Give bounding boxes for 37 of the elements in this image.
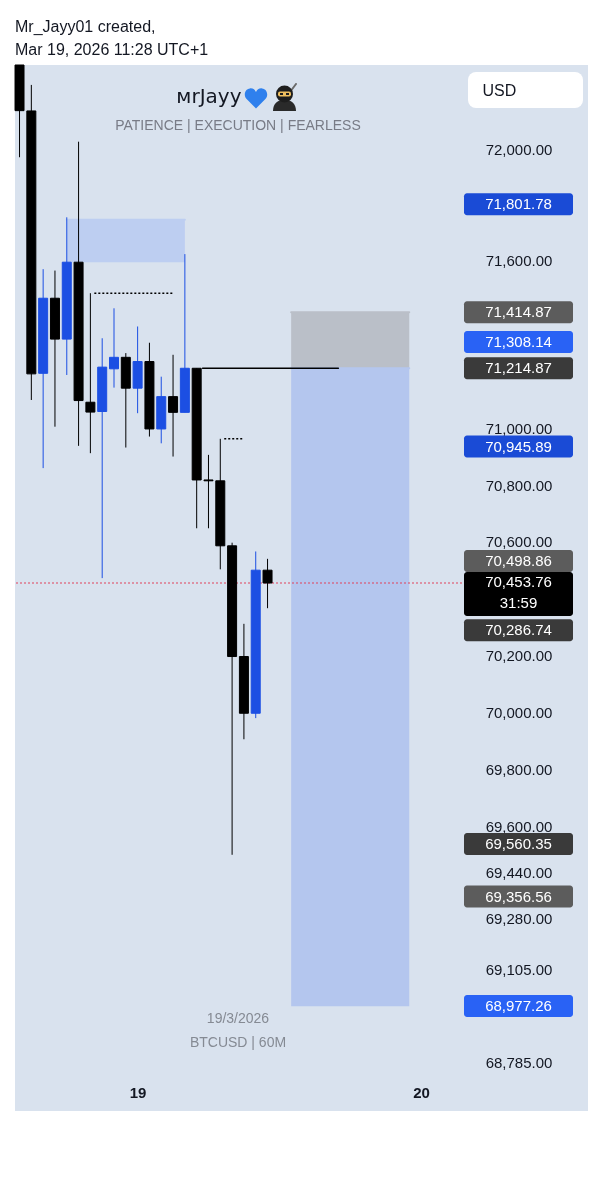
y-tick-label: 70,800.00	[485, 476, 553, 494]
chart-subtitle: Mar 19, 2026 11:28 UTC+1	[15, 40, 209, 58]
y-tick-label: 69,280.00	[485, 910, 553, 928]
text: 69,356.56	[485, 887, 552, 905]
text: 69,560.35	[485, 835, 552, 852]
text: 70,498.86	[485, 552, 552, 569]
y-tick-label: 71,000.00	[485, 420, 553, 438]
text: 71,801.78	[485, 195, 552, 213]
annotation: 19/3/2026	[206, 1010, 270, 1026]
candlestick	[262, 558, 273, 609]
text: 70,286.74	[485, 621, 552, 639]
candlestick	[109, 307, 120, 389]
x-tick-label: 20	[413, 1083, 430, 1101]
text: 70,945.89	[485, 437, 552, 455]
y-tick-label: 69,440.00	[485, 864, 553, 882]
text: 71,414.87	[485, 303, 552, 321]
y-tick-label: 68,785.00	[485, 1053, 553, 1071]
annotation: BTCUSD | 60M	[189, 1034, 287, 1050]
chart-title: Mr_Jayy01 created,	[15, 17, 156, 36]
y-axis-title: USD	[482, 81, 517, 99]
text: 71,214.87	[485, 359, 552, 377]
y-tick-label: 70,600.00	[485, 533, 553, 551]
annotation: PATIENCE | EXECUTION | FEARLESS	[115, 117, 361, 133]
x-tick-label: 19	[129, 1083, 147, 1101]
text: 71,308.14	[485, 333, 552, 351]
ref-line-label: 70,453.76 31:59	[485, 573, 552, 611]
y-tick-label: 69,600.00	[485, 818, 553, 836]
candlestick	[85, 292, 96, 454]
y-tick-label: 70,200.00	[485, 646, 553, 664]
y-tick-label: 71,600.00	[485, 252, 553, 270]
candlestick	[168, 354, 179, 458]
y-tick-label: 69,105.00	[485, 960, 553, 978]
annotation: ᴍrJayy	[176, 84, 242, 108]
text: 68,977.26	[485, 997, 552, 1015]
y-tick-label: 69,800.00	[485, 760, 553, 778]
y-tick-label: 70,000.00	[485, 703, 553, 721]
y-tick-label: 72,000.00	[485, 140, 553, 158]
